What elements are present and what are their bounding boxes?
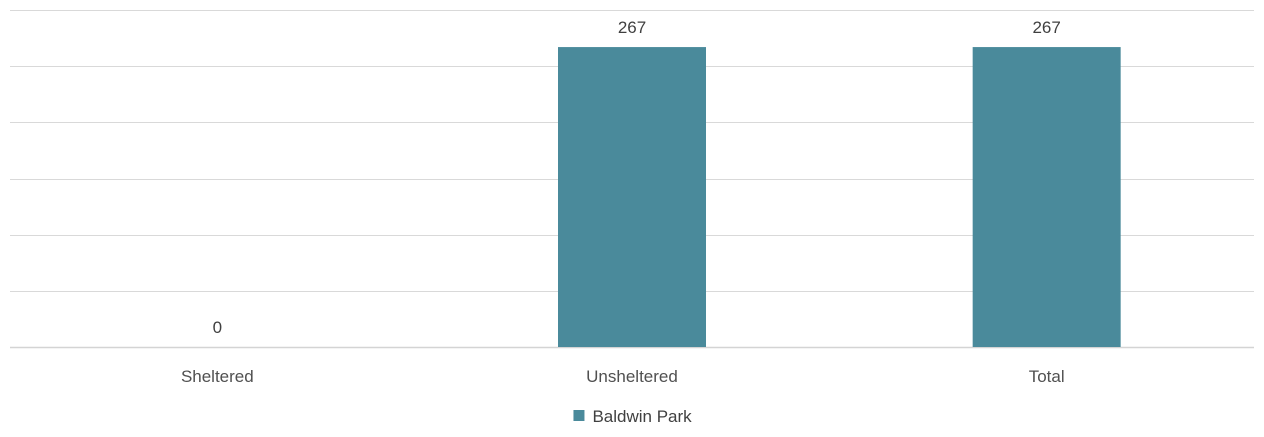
data-labels: 0 267 267	[213, 18, 1061, 337]
data-label: 0	[213, 318, 222, 337]
x-tick-label: Unsheltered	[586, 367, 678, 386]
bar-total	[972, 47, 1121, 347]
x-tick-label: Total	[1029, 367, 1065, 386]
data-label: 267	[1032, 18, 1060, 37]
x-tick-label: Sheltered	[181, 367, 254, 386]
legend: Baldwin Park	[573, 407, 692, 426]
x-axis: Sheltered Unsheltered Total	[181, 367, 1065, 386]
legend-swatch	[573, 410, 585, 421]
legend-label: Baldwin Park	[592, 407, 692, 426]
bars	[558, 47, 1121, 347]
bar-unsheltered	[558, 47, 706, 347]
data-label: 267	[618, 18, 646, 37]
